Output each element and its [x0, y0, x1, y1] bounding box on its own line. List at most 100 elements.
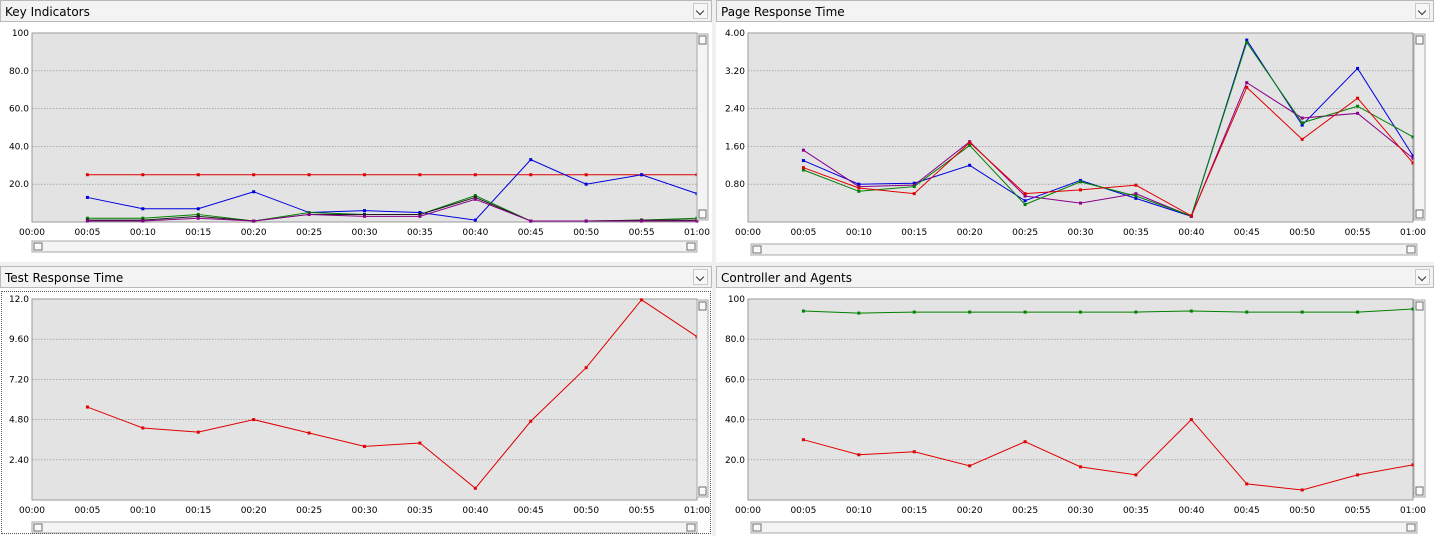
data-point [418, 441, 422, 445]
horizontal-scroll-thumb-left[interactable] [752, 523, 762, 532]
panel-header: Controller and Agents [716, 266, 1434, 288]
chart-key-indicators: 100 80.0 60.0 40.0 20.0 00:00 00:05 00:10 00:15 0… [9, 29, 710, 253]
data-point [1356, 96, 1360, 100]
data-point [418, 212, 422, 216]
y-tick-label: 80.0 [725, 335, 745, 345]
data-point [141, 207, 145, 211]
vertical-scroll-thumb-bottom[interactable] [698, 209, 707, 219]
data-point [1023, 310, 1027, 314]
series-line [803, 418, 1414, 491]
data-point [529, 158, 533, 162]
data-point [1300, 123, 1304, 127]
data-point [529, 219, 533, 223]
data-point [1189, 309, 1193, 313]
data-point [473, 486, 477, 490]
series-line [87, 159, 698, 221]
data-point [1411, 156, 1415, 160]
data-point [307, 211, 311, 215]
chevron-down-icon[interactable] [1415, 269, 1430, 285]
data-point [1134, 310, 1138, 314]
x-tick-label: 00:20 [241, 506, 267, 516]
x-tick-label: 00:50 [1289, 228, 1315, 238]
data-point [363, 214, 366, 218]
horizontal-scrollbar[interactable] [31, 240, 698, 253]
panel-title: Key Indicators [5, 5, 90, 19]
panel-title: Controller and Agents [721, 271, 853, 285]
vertical-scroll-thumb-top[interactable] [1415, 301, 1424, 311]
x-tick-label: 00:50 [573, 506, 599, 516]
horizontal-scroll-thumb-left[interactable] [33, 523, 43, 532]
horizontal-scroll-thumb-right[interactable] [686, 242, 696, 251]
x-tick-label: 01:00 [1400, 228, 1426, 238]
y-tick-label: 100 [12, 29, 29, 39]
vertical-scrollbar[interactable] [696, 299, 709, 498]
panel-test-response-time: Test Response Time 12.0 9.60 7.20 4.80 2.40 0… [0, 266, 712, 536]
data-point [85, 216, 89, 220]
data-point [196, 216, 200, 220]
vertical-scroll-thumb-top[interactable] [698, 301, 707, 311]
data-point [857, 186, 861, 190]
horizontal-scrollbar[interactable] [31, 521, 698, 534]
x-tick-label: 01:00 [684, 506, 710, 516]
vertical-scroll-thumb-bottom[interactable] [698, 486, 707, 496]
data-point [1300, 116, 1304, 120]
vertical-scroll-thumb-top[interactable] [1415, 35, 1424, 45]
x-tick-label: 00:55 [1345, 228, 1371, 238]
horizontal-scroll-thumb-right[interactable] [686, 523, 696, 532]
chevron-down-icon[interactable] [693, 3, 708, 19]
data-point [1189, 214, 1193, 218]
horizontal-scroll-thumb-right[interactable] [1406, 523, 1416, 532]
data-point [141, 219, 145, 223]
y-tick-label: 3.20 [725, 67, 745, 77]
x-tick-label: 00:15 [185, 228, 211, 238]
data-point [196, 173, 200, 177]
horizontal-scroll-thumb-left[interactable] [33, 242, 43, 251]
x-tick-label: 00:00 [19, 228, 45, 238]
x-tick-label: 00:05 [74, 228, 100, 238]
data-point [584, 173, 588, 177]
data-point [584, 219, 588, 223]
x-tick-label: 00:20 [957, 506, 983, 516]
data-point [363, 209, 366, 213]
data-point [801, 159, 805, 163]
chart-test-response-time: 12.0 9.60 7.20 4.80 2.40 00:00 00:05 00:10 00:15… [9, 295, 710, 534]
data-point [1023, 192, 1027, 196]
series-line [803, 81, 1414, 217]
vertical-scroll-thumb-top[interactable] [698, 35, 707, 45]
x-tick-label: 00:40 [1178, 506, 1204, 516]
x-tick-label: 00:15 [185, 506, 211, 516]
plot-area [31, 32, 698, 223]
y-tick-label: 9.60 [9, 335, 29, 345]
data-point [1245, 40, 1249, 44]
data-point [1079, 180, 1082, 184]
data-point [640, 173, 644, 177]
horizontal-scroll-thumb-right[interactable] [1406, 245, 1416, 254]
data-point [1411, 463, 1415, 467]
vertical-scroll-thumb-bottom[interactable] [1415, 486, 1424, 496]
data-point [196, 212, 200, 216]
x-tick-label: 00:55 [1345, 506, 1371, 516]
data-point [141, 173, 145, 177]
vertical-scrollbar[interactable] [696, 33, 709, 221]
data-point [857, 182, 861, 186]
horizontal-scrollbar[interactable] [750, 521, 1418, 534]
y-tick-label: 80.0 [9, 67, 29, 77]
horizontal-scrollbar[interactable] [750, 243, 1418, 256]
data-point [196, 207, 200, 211]
x-tick-label: 00:10 [846, 228, 872, 238]
y-tick-label: 60.0 [725, 375, 745, 385]
data-point [1245, 310, 1249, 314]
data-point [801, 148, 805, 152]
horizontal-scroll-thumb-left[interactable] [752, 245, 762, 254]
vertical-scroll-thumb-bottom[interactable] [1415, 209, 1424, 219]
x-tick-label: 00:15 [901, 506, 927, 516]
x-tick-label: 00:10 [130, 506, 156, 516]
vertical-scrollbar[interactable] [1413, 33, 1426, 221]
vertical-scrollbar[interactable] [1413, 299, 1426, 498]
data-point [968, 141, 972, 145]
chevron-down-icon[interactable] [693, 269, 708, 285]
data-point [695, 219, 699, 223]
chevron-down-icon[interactable] [1415, 3, 1430, 19]
y-tick-label: 20.0 [725, 456, 745, 466]
data-point [584, 366, 588, 370]
